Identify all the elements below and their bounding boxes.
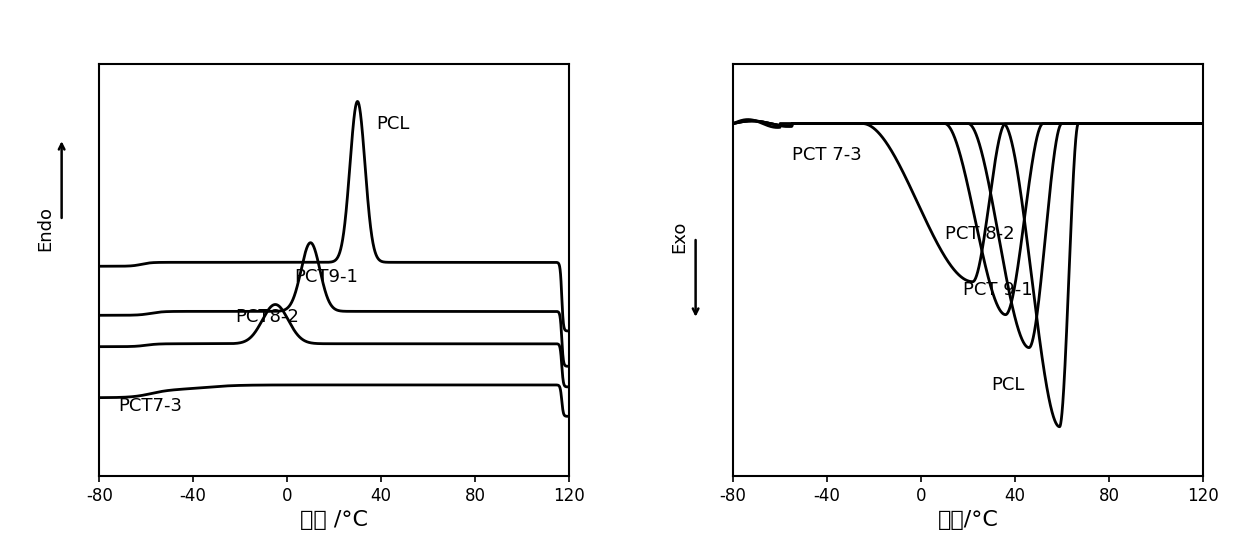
X-axis label: 温度 /°C: 温度 /°C <box>300 510 368 530</box>
Text: PCT7-3: PCT7-3 <box>118 398 182 415</box>
Text: Exo: Exo <box>670 221 688 254</box>
Text: Endo: Endo <box>36 207 55 251</box>
Text: PCT 8-2: PCT 8-2 <box>945 225 1014 243</box>
Text: PCL: PCL <box>992 377 1024 394</box>
Text: PCT8-2: PCT8-2 <box>236 308 299 326</box>
Text: PCT 9-1: PCT 9-1 <box>963 281 1033 299</box>
Text: PCL: PCL <box>376 115 409 133</box>
X-axis label: 温度/°C: 温度/°C <box>937 510 998 530</box>
Text: PCT9-1: PCT9-1 <box>294 268 358 286</box>
Text: PCT 7-3: PCT 7-3 <box>792 146 862 164</box>
